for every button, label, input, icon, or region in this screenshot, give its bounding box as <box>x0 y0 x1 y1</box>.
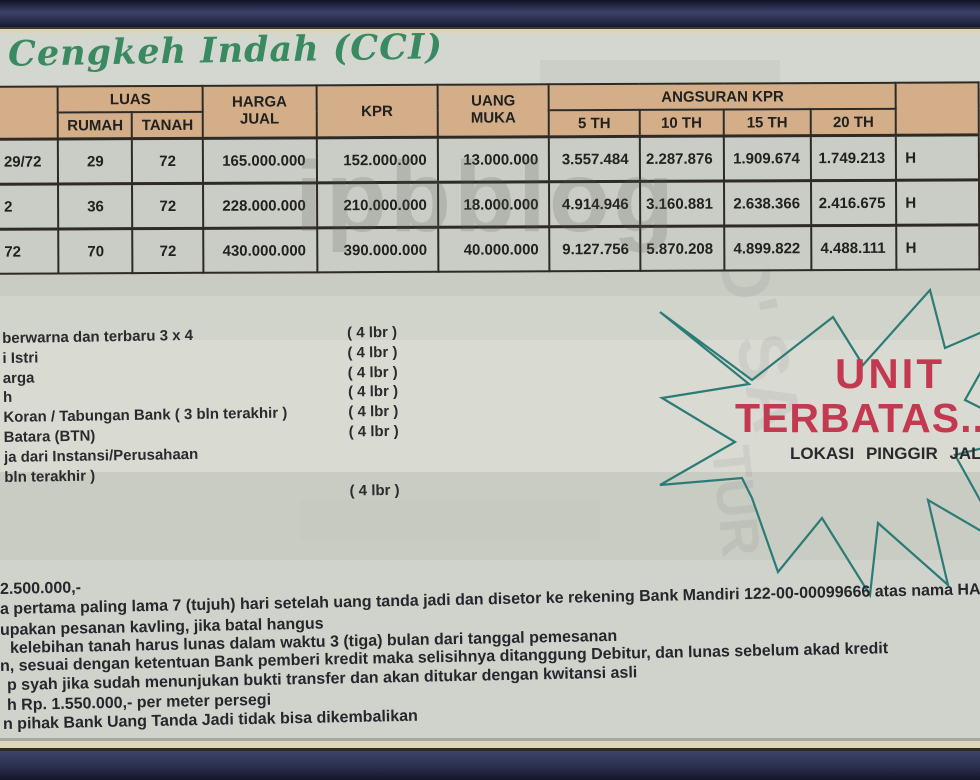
requirement-label: h <box>2 389 13 407</box>
cell-uang-muka: 18.000.000 <box>437 181 550 228</box>
note-line: 2.500.000,- <box>0 579 82 598</box>
col-header-15th: 15 TH <box>723 109 811 137</box>
cell-harga-jual: 430.000.000 <box>203 227 318 273</box>
cell-kpr: 152.000.000 <box>316 137 438 183</box>
note-line: a pertama paling lama 7 (tujuh) hari set… <box>0 578 980 618</box>
newsprint-ghost-text: TUR <box>699 442 772 560</box>
cell-angsuran-20th: 4.488.111 <box>811 225 897 271</box>
col-header-angsuran-kpr: ANGSURAN KPR <box>549 82 896 111</box>
cell-angsuran-5th: 4.914.946 <box>549 181 640 227</box>
cell-tanah: 72 <box>132 228 204 274</box>
requirement-qty: ( 4 lbr ) <box>346 323 398 342</box>
cell-extra: H <box>896 224 980 270</box>
photo-frame-shadow <box>0 738 980 741</box>
cell-harga-jual: 228.000.000 <box>202 182 317 229</box>
photo-frame-bottom <box>0 751 980 780</box>
price-table: LUAS HARGA JUAL KPR UANG MUKA ANGSURAN K… <box>0 81 980 275</box>
cell-angsuran-20th: 1.749.213 <box>810 135 897 181</box>
cell-angsuran-5th: 9.127.756 <box>549 226 641 272</box>
cell-rumah: 36 <box>58 183 133 229</box>
cell-angsuran-5th: 3.557.484 <box>549 136 640 182</box>
cell-angsuran-10th: 5.870.208 <box>639 226 725 271</box>
requirement-qty: ( 4 lbr ) <box>349 482 400 500</box>
cell-rumah: 29 <box>58 138 133 184</box>
promo-headline-terbatas: TERBATAS...! <box>735 395 980 441</box>
col-header-extra <box>895 82 979 136</box>
requirement-qty: ( 4 lbr ) <box>347 363 398 382</box>
requirement-qty: ( 4 lbr ) <box>347 383 399 401</box>
requirement-label: arga <box>2 369 35 387</box>
cell-kpr: 390.000.000 <box>316 227 439 273</box>
photo-frame-top <box>0 0 980 27</box>
col-header-type <box>0 86 59 140</box>
requirement-label: i Istri <box>2 349 39 367</box>
requirement-qty: ( 4 lbr ) <box>348 422 399 441</box>
requirement-label: Batara (BTN) <box>3 427 96 446</box>
table-row: 72 70 72 430.000.000 390.000.000 40.000.… <box>0 224 980 274</box>
cell-uang-muka: 40.000.000 <box>437 226 550 272</box>
col-header-kpr: KPR <box>316 84 438 138</box>
photo-frame-edge <box>0 748 980 751</box>
cell-extra: H <box>896 134 980 181</box>
requirement-qty: ( 4 lbr ) <box>347 343 398 362</box>
photo-frame-edge <box>0 27 980 29</box>
promo-subline-lokasi: LOKASI PINGGIR JALAN <box>790 444 980 463</box>
cell-kpr: 210.000.000 <box>316 182 438 228</box>
col-header-10th: 10 TH <box>639 109 724 137</box>
cell-angsuran-15th: 4.899.822 <box>723 225 812 271</box>
cell-type: 29/72 <box>0 138 59 185</box>
price-table-wrapper: LUAS HARGA JUAL KPR UANG MUKA ANGSURAN K… <box>0 81 980 275</box>
col-header-tanah: TANAH <box>132 111 203 139</box>
requirement-label: bln terakhir ) <box>4 467 96 486</box>
col-header-20th: 20 TH <box>810 108 897 136</box>
requirement-label: berwarna dan terbaru 3 x 4 <box>1 326 194 347</box>
cell-angsuran-20th: 2.416.675 <box>810 180 897 226</box>
cell-extra: H <box>896 179 980 226</box>
col-header-5th: 5 TH <box>549 109 640 137</box>
requirement-label: Koran / Tabungan Bank ( 3 bln terakhir ) <box>3 404 288 427</box>
cell-tanah: 72 <box>132 183 204 229</box>
photo-frame-matting <box>0 741 980 748</box>
cell-angsuran-10th: 2.287.876 <box>639 136 724 182</box>
cell-type: 2 <box>0 183 59 230</box>
col-header-uang-muka: UANG MUKA <box>437 84 550 138</box>
cell-tanah: 72 <box>132 138 203 184</box>
cell-rumah: 70 <box>58 228 133 274</box>
cell-type: 72 <box>0 228 59 274</box>
newsprint-showthrough <box>300 500 600 540</box>
cell-angsuran-10th: 3.160.881 <box>639 181 724 227</box>
table-row: 29/72 29 72 165.000.000 152.000.000 13.0… <box>0 134 980 185</box>
col-header-harga-jual: HARGA JUAL <box>202 85 317 139</box>
requirements-list: berwarna dan terbaru 3 x 4 ( 4 lbr ) i I… <box>0 323 443 508</box>
promo-headline-unit: UNIT <box>835 350 945 397</box>
cell-uang-muka: 13.000.000 <box>437 136 550 183</box>
requirement-qty: ( 4 lbr ) <box>348 402 399 421</box>
cell-angsuran-15th: 2.638.366 <box>723 180 812 227</box>
col-header-luas: LUAS <box>57 85 203 113</box>
table-row: 2 36 72 228.000.000 210.000.000 18.000.0… <box>0 179 980 230</box>
page-title: Cengkeh Indah (CCI) <box>7 26 444 75</box>
col-header-rumah: RUMAH <box>58 112 133 139</box>
cell-harga-jual: 165.000.000 <box>202 137 317 184</box>
requirement-label: ja dari Instansi/Perusahaan <box>3 445 199 466</box>
photo-frame-matting <box>0 29 980 33</box>
cell-angsuran-15th: 1.909.674 <box>723 135 811 182</box>
